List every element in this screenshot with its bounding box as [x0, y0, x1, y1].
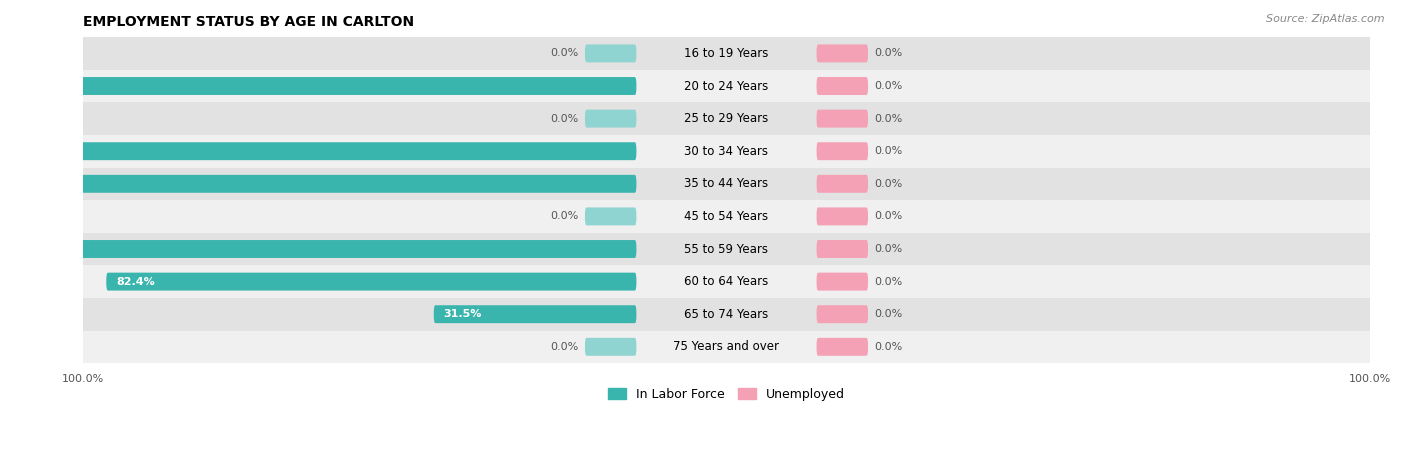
Text: 30 to 34 Years: 30 to 34 Years	[685, 145, 769, 158]
Text: 0.0%: 0.0%	[875, 342, 903, 352]
Text: 100.0%: 100.0%	[3, 244, 49, 254]
Text: 0.0%: 0.0%	[550, 48, 578, 59]
FancyBboxPatch shape	[585, 338, 637, 356]
Text: 82.4%: 82.4%	[115, 276, 155, 286]
Bar	[83, 331, 1369, 363]
FancyBboxPatch shape	[817, 175, 868, 193]
Bar	[83, 102, 1369, 135]
Bar	[83, 200, 1369, 233]
FancyBboxPatch shape	[585, 207, 637, 226]
Text: 16 to 19 Years: 16 to 19 Years	[685, 47, 769, 60]
Legend: In Labor Force, Unemployed: In Labor Force, Unemployed	[603, 383, 851, 406]
FancyBboxPatch shape	[817, 240, 868, 258]
Text: 75 Years and over: 75 Years and over	[673, 341, 779, 353]
Text: 35 to 44 Years: 35 to 44 Years	[685, 177, 769, 190]
Bar	[83, 167, 1369, 200]
Text: 0.0%: 0.0%	[875, 146, 903, 156]
FancyBboxPatch shape	[0, 142, 637, 160]
Text: 0.0%: 0.0%	[550, 212, 578, 221]
FancyBboxPatch shape	[817, 338, 868, 356]
FancyBboxPatch shape	[0, 175, 637, 193]
Bar	[83, 37, 1369, 70]
Text: 25 to 29 Years: 25 to 29 Years	[685, 112, 769, 125]
Text: 100.0%: 100.0%	[3, 81, 49, 91]
FancyBboxPatch shape	[817, 110, 868, 128]
Text: 0.0%: 0.0%	[875, 114, 903, 124]
FancyBboxPatch shape	[585, 45, 637, 62]
Bar	[83, 265, 1369, 298]
Text: 60 to 64 Years: 60 to 64 Years	[685, 275, 769, 288]
Bar	[83, 70, 1369, 102]
FancyBboxPatch shape	[0, 240, 637, 258]
FancyBboxPatch shape	[817, 77, 868, 95]
Text: Source: ZipAtlas.com: Source: ZipAtlas.com	[1267, 14, 1385, 23]
Text: 100.0%: 100.0%	[3, 146, 49, 156]
Text: 31.5%: 31.5%	[443, 309, 482, 319]
Text: 45 to 54 Years: 45 to 54 Years	[685, 210, 769, 223]
Text: 55 to 59 Years: 55 to 59 Years	[685, 243, 769, 256]
Text: 20 to 24 Years: 20 to 24 Years	[685, 79, 769, 92]
Bar	[83, 135, 1369, 167]
Text: 0.0%: 0.0%	[875, 48, 903, 59]
FancyBboxPatch shape	[107, 273, 637, 290]
FancyBboxPatch shape	[0, 77, 637, 95]
Text: 100.0%: 100.0%	[3, 179, 49, 189]
Text: 0.0%: 0.0%	[875, 81, 903, 91]
FancyBboxPatch shape	[817, 305, 868, 323]
Text: 65 to 74 Years: 65 to 74 Years	[685, 308, 769, 321]
FancyBboxPatch shape	[817, 273, 868, 290]
Bar	[83, 298, 1369, 331]
FancyBboxPatch shape	[433, 305, 637, 323]
Bar	[83, 233, 1369, 265]
Text: 0.0%: 0.0%	[875, 276, 903, 286]
Text: 0.0%: 0.0%	[875, 309, 903, 319]
Text: 0.0%: 0.0%	[875, 179, 903, 189]
Text: 0.0%: 0.0%	[550, 342, 578, 352]
FancyBboxPatch shape	[817, 45, 868, 62]
FancyBboxPatch shape	[585, 110, 637, 128]
Text: 0.0%: 0.0%	[875, 244, 903, 254]
Text: EMPLOYMENT STATUS BY AGE IN CARLTON: EMPLOYMENT STATUS BY AGE IN CARLTON	[83, 15, 415, 29]
FancyBboxPatch shape	[817, 142, 868, 160]
Text: 0.0%: 0.0%	[875, 212, 903, 221]
Text: 0.0%: 0.0%	[550, 114, 578, 124]
FancyBboxPatch shape	[817, 207, 868, 226]
